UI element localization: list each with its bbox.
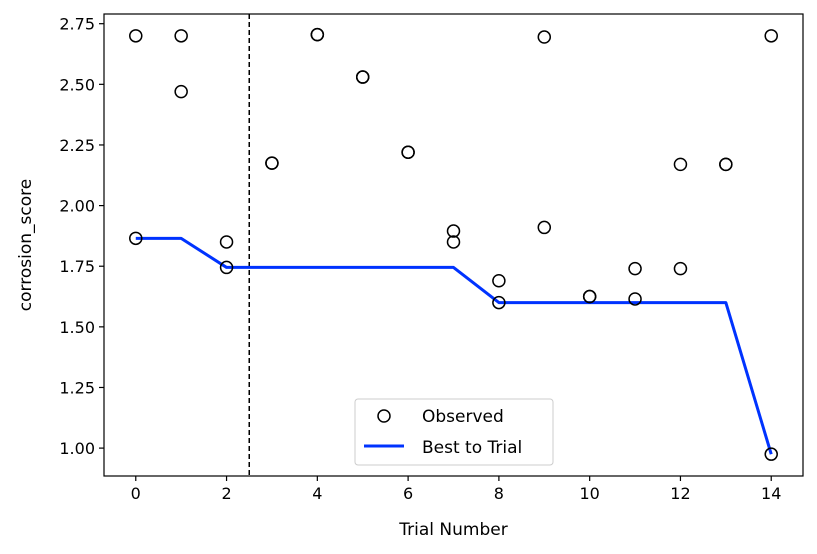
legend-best-label: Best to Trial bbox=[422, 438, 522, 458]
y-tick-label: 1.25 bbox=[59, 378, 95, 397]
y-tick-label: 2.75 bbox=[59, 15, 95, 34]
x-tick-label: 6 bbox=[403, 484, 413, 503]
observed-point bbox=[219, 235, 234, 249]
observed-point bbox=[582, 289, 597, 304]
x-tick-label: 4 bbox=[312, 484, 322, 503]
y-tick-label: 2.50 bbox=[59, 75, 95, 94]
x-tick-label: 8 bbox=[494, 484, 504, 503]
legend-observed-marker bbox=[377, 409, 391, 423]
x-tick-label: 14 bbox=[761, 484, 781, 503]
observed-point bbox=[537, 220, 552, 235]
observed-point bbox=[310, 27, 325, 42]
x-axis-label: Trial Number bbox=[398, 520, 507, 540]
legend-observed-label: Observed bbox=[422, 407, 504, 427]
best-to-trial-line bbox=[135, 236, 773, 455]
observed-point bbox=[628, 261, 642, 276]
observed-point bbox=[628, 292, 642, 306]
y-axis-label: corrosion_score bbox=[16, 179, 36, 311]
observed-point bbox=[673, 157, 688, 172]
observed-point bbox=[265, 156, 279, 170]
observed-point bbox=[719, 157, 733, 172]
x-tick-label: 2 bbox=[221, 484, 231, 503]
observed-point bbox=[129, 231, 143, 246]
observed-point bbox=[764, 29, 778, 43]
x-tick-label: 0 bbox=[131, 484, 141, 503]
observed-point bbox=[492, 274, 506, 288]
observed-point bbox=[401, 145, 415, 159]
observed-point bbox=[446, 235, 461, 249]
observed-point bbox=[174, 29, 188, 43]
legend-box bbox=[354, 398, 554, 466]
plot-area-frame bbox=[103, 13, 804, 477]
legend: Observed Best to Trial bbox=[354, 398, 554, 466]
x-tick-label: 10 bbox=[579, 484, 599, 503]
x-tick-label: 12 bbox=[670, 484, 690, 503]
y-tick-label: 2.25 bbox=[59, 136, 95, 155]
y-tick-label: 2.00 bbox=[59, 197, 95, 216]
observed-point bbox=[355, 70, 370, 84]
y-tick-label: 1.00 bbox=[59, 439, 95, 458]
observed-point bbox=[764, 447, 778, 461]
observed-point bbox=[129, 29, 143, 43]
observed-point bbox=[537, 30, 552, 44]
y-tick-label: 1.50 bbox=[59, 318, 95, 337]
y-tick-label: 1.75 bbox=[59, 257, 95, 276]
observed-point bbox=[673, 261, 688, 276]
observed-point bbox=[446, 224, 461, 238]
observed-point bbox=[492, 295, 506, 310]
observed-point bbox=[174, 84, 188, 99]
observed-point bbox=[219, 260, 234, 275]
